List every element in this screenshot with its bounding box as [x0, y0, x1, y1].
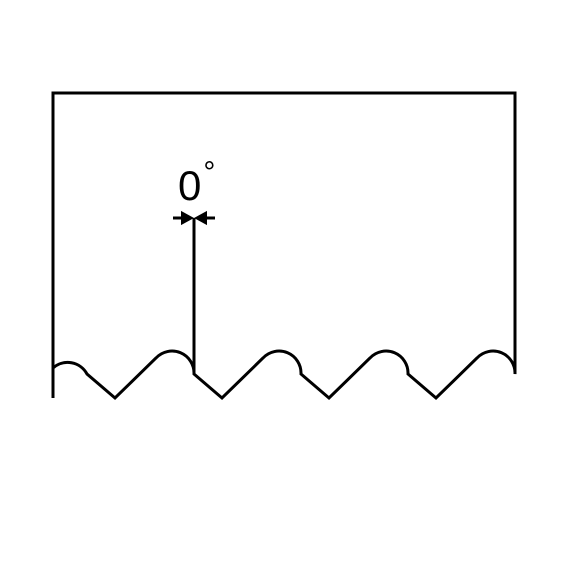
- rake-angle-value: 0: [178, 162, 201, 209]
- diagram-background: [0, 0, 564, 564]
- degree-symbol: °: [203, 156, 215, 189]
